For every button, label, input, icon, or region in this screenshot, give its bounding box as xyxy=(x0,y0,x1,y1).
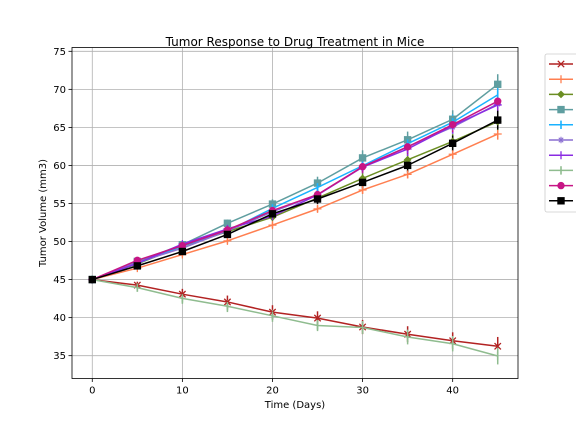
data-point xyxy=(557,151,565,160)
data-point xyxy=(403,143,412,151)
data-point xyxy=(313,314,322,322)
data-point xyxy=(313,195,322,203)
chart-title: Tumor Response to Drug Treatment in Mice xyxy=(165,35,425,49)
y-tick-label: 45 xyxy=(53,275,66,286)
axis-ticks: 0 10 20 30 40 35 40 45 50 55 60 65 70 75 xyxy=(53,47,459,397)
data-point xyxy=(557,75,565,84)
data-point xyxy=(557,105,565,114)
data-point xyxy=(557,136,565,144)
x-tick-label: 30 xyxy=(356,386,369,397)
plot-frame xyxy=(71,47,519,379)
data-point xyxy=(493,130,502,139)
data-point xyxy=(494,97,502,105)
series-lines xyxy=(88,80,502,361)
data-point xyxy=(494,342,502,350)
y-axis-label: Tumor Volume (mm3) xyxy=(38,159,49,268)
y-tick-label: 65 xyxy=(53,123,66,134)
data-point xyxy=(223,236,232,245)
data-point xyxy=(223,230,232,239)
data-point xyxy=(403,161,412,170)
data-point xyxy=(557,181,565,190)
grid xyxy=(72,47,518,379)
data-point xyxy=(268,210,277,218)
series-1 xyxy=(88,130,502,284)
series-line xyxy=(91,83,499,281)
data-point xyxy=(448,120,457,129)
data-point xyxy=(358,163,367,171)
series-9 xyxy=(88,116,502,284)
y-tick-label: 70 xyxy=(53,85,66,96)
y-tick-label: 35 xyxy=(53,351,66,362)
data-point xyxy=(133,262,142,270)
series-3 xyxy=(88,80,502,284)
series-line xyxy=(92,278,498,347)
data-point xyxy=(557,60,565,68)
series-line xyxy=(92,104,499,281)
y-tick-label: 60 xyxy=(53,161,66,172)
data-point xyxy=(403,170,412,179)
data-point xyxy=(268,221,277,230)
series-0 xyxy=(88,275,502,350)
x-tick-label: 0 xyxy=(89,386,95,397)
data-point xyxy=(313,204,322,213)
data-point xyxy=(557,90,565,99)
series-line xyxy=(91,100,499,281)
legend-box xyxy=(544,53,576,213)
x-tick-label: 40 xyxy=(446,386,459,397)
data-point xyxy=(448,139,457,147)
y-tick-label: 75 xyxy=(53,47,66,58)
series-line xyxy=(92,133,499,281)
legend xyxy=(544,53,576,213)
x-axis-label: Time (Days) xyxy=(264,400,326,411)
series-line xyxy=(92,94,499,281)
data-point xyxy=(358,178,367,187)
x-tick-label: 20 xyxy=(266,386,279,397)
data-point xyxy=(448,150,457,159)
data-point xyxy=(223,298,232,306)
series-line xyxy=(92,278,498,357)
series-line xyxy=(92,119,499,281)
data-point xyxy=(494,116,502,124)
data-point xyxy=(178,247,187,256)
y-tick-label: 40 xyxy=(53,313,66,324)
data-point xyxy=(358,186,367,195)
y-tick-label: 50 xyxy=(53,237,66,248)
x-tick-label: 10 xyxy=(176,386,189,397)
data-point xyxy=(88,275,96,284)
data-point xyxy=(358,154,367,162)
y-tick-label: 55 xyxy=(53,199,66,210)
data-point xyxy=(494,80,502,89)
data-point xyxy=(557,197,565,205)
error-bars xyxy=(136,74,499,365)
